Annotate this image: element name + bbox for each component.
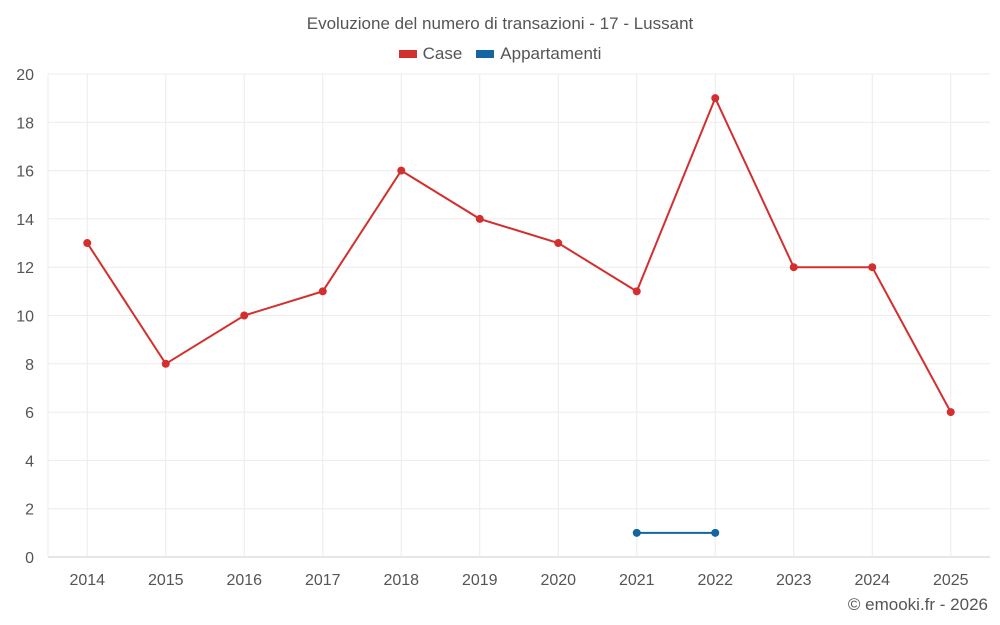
y-tick-label: 2 <box>25 502 34 519</box>
data-point-appartamenti <box>711 528 720 537</box>
legend-swatch-case <box>398 50 417 58</box>
x-tick-label: 2022 <box>697 572 733 589</box>
y-tick-label: 18 <box>16 115 34 132</box>
x-tick-label: 2025 <box>933 572 969 589</box>
y-tick-label: 16 <box>16 164 34 181</box>
y-tick-label: 0 <box>25 550 34 567</box>
x-tick-label: 2020 <box>540 572 576 589</box>
legend-label-case: Case <box>422 44 463 63</box>
y-tick-label: 14 <box>16 212 34 229</box>
x-tick-label: 2014 <box>69 572 105 589</box>
y-tick-label: 20 <box>16 67 34 84</box>
data-point-case <box>161 359 170 368</box>
data-point-case <box>475 214 484 223</box>
data-point-case <box>554 239 563 248</box>
y-tick-label: 4 <box>25 453 34 470</box>
data-point-case <box>632 287 641 296</box>
data-point-case <box>240 311 249 320</box>
x-tick-label: 2016 <box>226 572 262 589</box>
legend-label-appartamenti: Appartamenti <box>500 44 602 63</box>
data-point-case <box>789 263 798 272</box>
legend-swatch-appartamenti <box>476 50 495 58</box>
legend-item-case[interactable]: Case <box>398 44 463 64</box>
data-point-case <box>711 94 720 103</box>
x-tick-label: 2015 <box>148 572 184 589</box>
data-point-case <box>946 408 955 417</box>
series-line-case <box>86 95 952 413</box>
credit-text: © emooki.fr - 2026 <box>847 595 988 614</box>
y-tick-label: 10 <box>16 309 34 326</box>
x-tick-label: 2023 <box>776 572 812 589</box>
data-point-appartamenti <box>632 528 641 537</box>
legend: Case Appartamenti <box>0 44 1000 64</box>
x-tick-label: 2021 <box>619 572 655 589</box>
data-point-case <box>397 166 406 175</box>
legend-item-appartamenti[interactable]: Appartamenti <box>476 44 601 64</box>
y-tick-label: 8 <box>25 357 34 374</box>
chart-title: Evoluzione del numero di transazioni - 1… <box>306 14 694 33</box>
x-tick-label: 2017 <box>305 572 341 589</box>
y-tick-label: 12 <box>16 260 34 277</box>
x-tick-label: 2018 <box>383 572 419 589</box>
x-tick-label: 2019 <box>462 572 498 589</box>
data-point-case <box>83 239 92 248</box>
y-tick-label: 6 <box>25 405 34 422</box>
x-tick-label: 2024 <box>854 572 890 589</box>
data-point-case <box>318 287 327 296</box>
data-point-case <box>868 263 877 272</box>
